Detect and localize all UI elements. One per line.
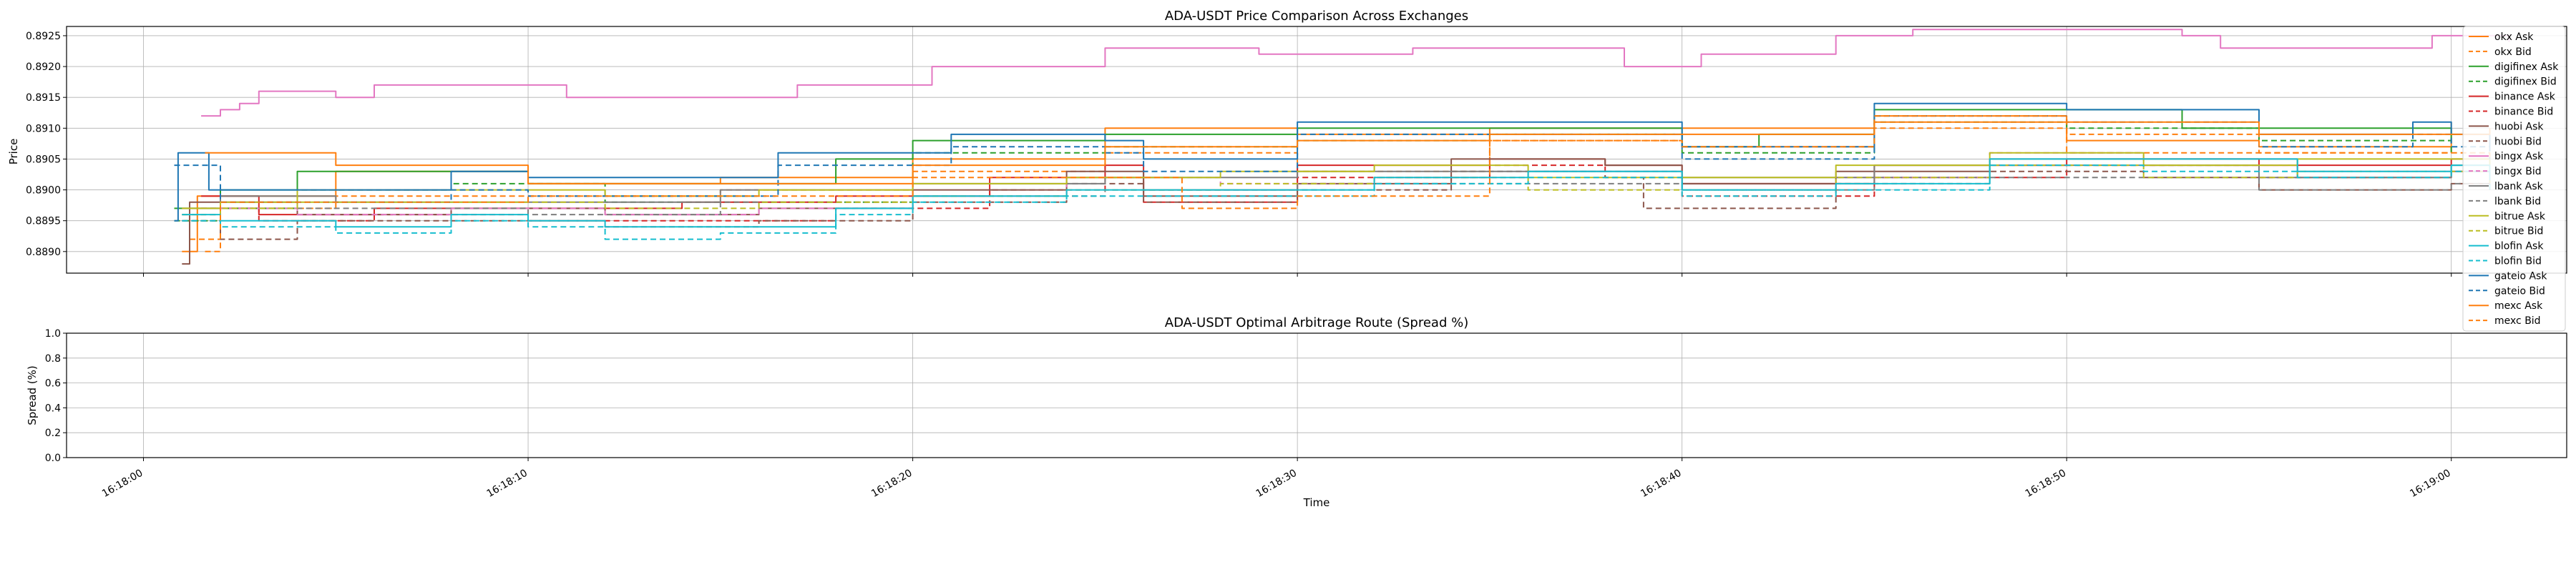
- spread-chart-title: ADA-USDT Optimal Arbitrage Route (Spread…: [1165, 315, 1468, 330]
- series-line-mexc-bid: [205, 115, 2491, 252]
- legend-label: binance Bid: [2494, 107, 2553, 118]
- legend-label: lbank Bid: [2494, 196, 2541, 207]
- series-line-digifinex-ask: [174, 109, 2452, 209]
- price-y-tick-label: 0.8890: [26, 247, 61, 258]
- legend-label: bingx Bid: [2494, 166, 2542, 177]
- legend-label: mexc Bid: [2494, 315, 2541, 327]
- price-chart-title: ADA-USDT Price Comparison Across Exchang…: [1165, 9, 1468, 24]
- spread-plot-frame: [66, 332, 2567, 458]
- price-x-ticks: [143, 273, 2452, 277]
- legend-label: okx Ask: [2494, 31, 2534, 43]
- legend-label: gateio Ask: [2494, 270, 2547, 282]
- spread-y-tick-label: 0.8: [45, 353, 61, 365]
- legend-label: blofin Bid: [2494, 256, 2542, 267]
- legend-label: bitrue Bid: [2494, 226, 2543, 237]
- price-legend: okx Ask okx Bid digifinex Ask digifinex Bid…: [2462, 26, 2566, 332]
- spread-y-axis-label: Spread (%): [26, 365, 39, 425]
- price-series-group: [174, 29, 2510, 265]
- spread-y-ticks: 0.0 0.2 0.4 0.6 0.8 1.0: [45, 328, 67, 464]
- legend-label: lbank Ask: [2494, 181, 2544, 192]
- series-line-bingx-ask: [201, 29, 2510, 117]
- price-y-tick-label: 0.8895: [26, 216, 61, 227]
- spread-x-axis-label: Time: [1303, 496, 1330, 509]
- price-y-tick-label: 0.8915: [26, 92, 61, 104]
- legend-label: huobi Bid: [2494, 136, 2542, 147]
- series-line-gateio-bid: [174, 115, 2491, 203]
- price-panel: 0.8890 0.8895 0.8900 0.8905 0.8910 0.8915 0.89…: [7, 9, 2567, 332]
- spread-y-tick-label: 0.6: [45, 378, 61, 390]
- legend-label: okx Bid: [2494, 46, 2532, 58]
- spread-y-tick-label: 0.0: [45, 453, 61, 464]
- legend-label: binance Ask: [2494, 92, 2556, 103]
- legend-label: gateio Bid: [2494, 285, 2545, 297]
- spread-y-tick-label: 0.4: [45, 403, 61, 414]
- price-y-tick-label: 0.8910: [26, 123, 61, 134]
- legend-label: huobi Ask: [2494, 121, 2544, 132]
- legend-label: digifinex Bid: [2494, 77, 2557, 88]
- price-y-tick-label: 0.8900: [26, 185, 61, 197]
- legend-label: bingx Ask: [2494, 151, 2544, 162]
- legend-box: [2462, 26, 2566, 332]
- series-line-blofin-ask: [182, 158, 2491, 228]
- price-plot-frame: [66, 26, 2567, 274]
- series-line-blofin-bid: [182, 164, 2491, 240]
- price-y-tick-label: 0.8920: [26, 61, 61, 73]
- spread-y-tick-label: 1.0: [45, 328, 61, 340]
- series-line-lbank-bid: [182, 177, 2491, 216]
- price-y-tick-label: 0.8925: [26, 31, 61, 42]
- legend-label: blofin Ask: [2494, 241, 2544, 252]
- price-y-tick-label: 0.8905: [26, 154, 61, 165]
- legend-label: mexc Ask: [2494, 300, 2543, 312]
- price-y-axis-label: Price: [7, 139, 20, 165]
- legend-label: bitrue Ask: [2494, 211, 2546, 222]
- spread-y-tick-label: 0.2: [45, 428, 61, 439]
- price-y-ticks: 0.8890 0.8895 0.8900 0.8905 0.8910 0.8915 0.89…: [26, 31, 67, 258]
- series-line-mexc-ask: [205, 121, 2491, 184]
- series-line-bitrue-ask: [182, 152, 2491, 209]
- legend-label: digifinex Ask: [2494, 61, 2559, 73]
